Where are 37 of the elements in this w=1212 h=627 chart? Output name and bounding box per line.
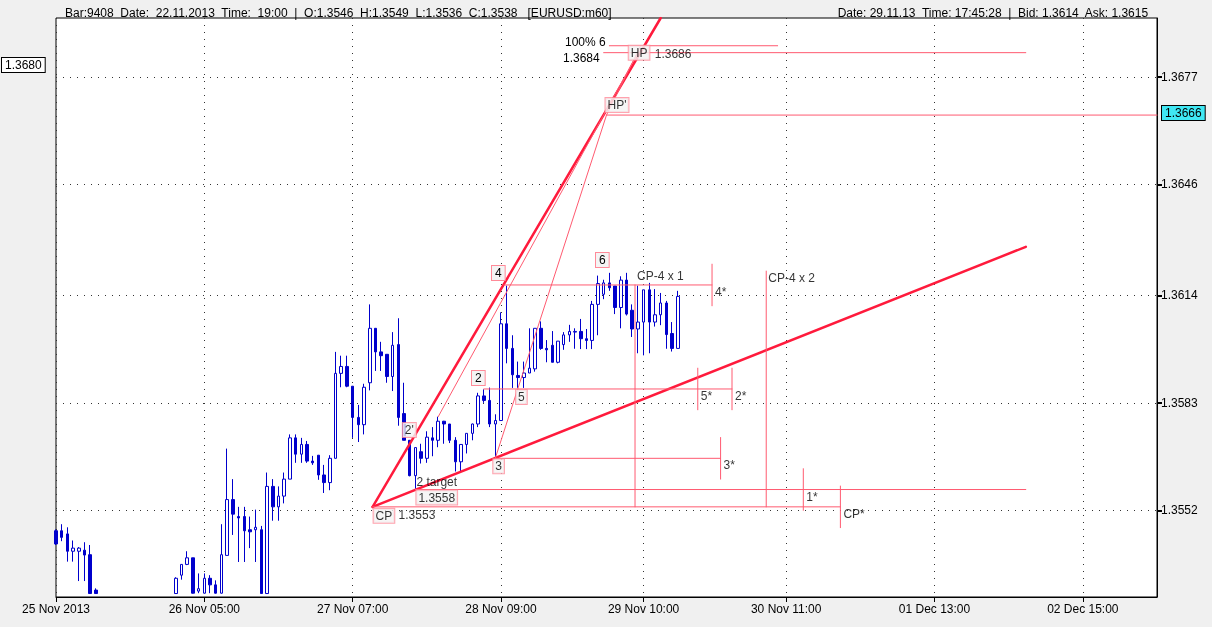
x-tick-label: 30 Nov 11:00 bbox=[750, 602, 822, 616]
x-tick-label: 28 Nov 09:00 bbox=[465, 602, 537, 616]
annotation: 2* bbox=[735, 388, 747, 403]
x-tick-label: 26 Nov 05:00 bbox=[168, 602, 241, 616]
annotation: CP* bbox=[843, 506, 866, 521]
annotation: 1.3684 bbox=[563, 51, 601, 65]
annotation: 2' bbox=[404, 422, 414, 437]
annotation: 2 bbox=[475, 371, 482, 385]
x-tick-label: 02 Dec 15:00 bbox=[1047, 602, 1119, 616]
annotation: 100% 6 bbox=[565, 35, 607, 49]
y-tick-label: 1.3614 bbox=[1161, 288, 1199, 303]
y-tick-label: 1.3583 bbox=[1161, 395, 1199, 410]
annotation: 1.3558 bbox=[418, 490, 456, 505]
annotation: HP' bbox=[607, 98, 627, 113]
annotation: 5 bbox=[518, 389, 526, 404]
x-tick-label: 01 Dec 13:00 bbox=[898, 602, 971, 616]
text: 1.3666 bbox=[1165, 106, 1203, 120]
x-tick-label: 29 Nov 10:00 bbox=[607, 602, 680, 616]
y-tick-label: 1.3552 bbox=[1161, 503, 1199, 518]
annotation: 3* bbox=[723, 458, 736, 473]
y-tick-label: 1.3646 bbox=[1161, 177, 1199, 192]
annotation: 1.3553 bbox=[398, 507, 436, 522]
annotation: CP bbox=[375, 508, 393, 523]
chart-subtitle: Date: 29.11.13 Time: 17:45:28 | Bid: 1.3614 Ask: 1.3615 bbox=[837, 6, 1149, 20]
annotation: 6 bbox=[599, 253, 606, 267]
x-tick-label: 25 Nov 2013 bbox=[21, 602, 91, 616]
text: 1.3680 bbox=[5, 58, 43, 72]
annotation: 4* bbox=[715, 284, 727, 299]
annotation: 3 bbox=[495, 459, 503, 474]
annotation: 1* bbox=[806, 489, 818, 504]
annotation: 4 bbox=[495, 266, 502, 280]
x-tick-label: 27 Nov 07:00 bbox=[316, 602, 389, 616]
y-tick-label: 1.3677 bbox=[1161, 69, 1199, 84]
annotation: 5* bbox=[700, 388, 713, 403]
annotation: CP-4 x 1 bbox=[637, 268, 685, 283]
chart-title: Bar:9408 Date: 22.11.2013 Time: 19:00 | O:1.3546 H:1.3549 L:1.3536 C:1.3538 [EURUSD:m60] bbox=[65, 6, 612, 20]
annotation: CP-4 x 2 bbox=[768, 271, 816, 286]
